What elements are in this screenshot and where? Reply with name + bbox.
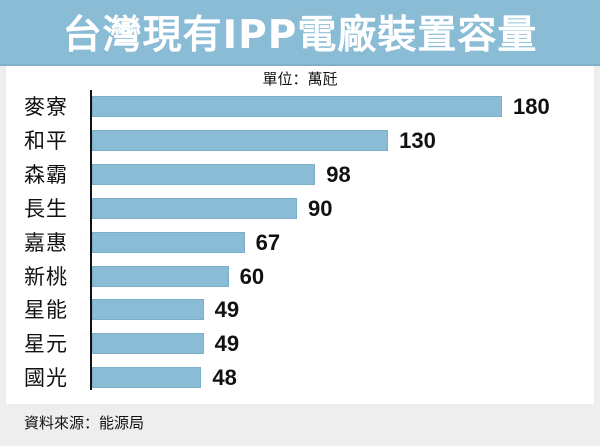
category-label: 和平	[24, 128, 68, 153]
value-label: 67	[255, 229, 281, 255]
category-label: 新桃	[24, 264, 68, 289]
bar-row: 星能 49	[0, 297, 600, 323]
bar	[92, 197, 297, 219]
bar-row: 星元 49	[0, 331, 600, 357]
category-label: 長生	[24, 196, 68, 221]
bar	[92, 299, 204, 321]
category-label: 嘉惠	[24, 230, 68, 255]
bar	[92, 129, 389, 151]
bar-row: 嘉惠 67	[0, 229, 600, 255]
category-label: 森霸	[24, 162, 68, 187]
category-label: 星能	[24, 298, 68, 323]
bar-row: 森霸 98	[0, 161, 600, 187]
bar-row: 新桃 60	[0, 263, 600, 289]
value-label: 98	[326, 161, 351, 187]
category-label: 星元	[24, 332, 68, 357]
bar	[92, 367, 202, 389]
source-note: 資料來源：能源局	[24, 414, 145, 432]
bar	[92, 163, 316, 185]
value-label: 48	[212, 365, 237, 391]
bar	[92, 96, 502, 117]
value-label: 49	[214, 297, 240, 323]
y-axis-line	[90, 90, 92, 390]
category-label: 麥寮	[24, 95, 68, 119]
unit-label: 單位：萬瓩	[262, 70, 338, 88]
bar-row: 長生 90	[0, 195, 600, 221]
bar-row: 和平 130	[0, 127, 600, 153]
value-label: 90	[308, 195, 333, 221]
bar-row: 國光 48	[0, 365, 600, 391]
bar	[92, 333, 204, 355]
category-label: 國光	[24, 366, 68, 391]
value-label: 49	[214, 331, 240, 357]
bar-row: 麥寮 180	[0, 94, 600, 119]
value-label: 130	[399, 127, 436, 153]
value-label: 180	[513, 94, 550, 119]
chart-title: 台灣現有IPP電廠裝置容量	[62, 13, 538, 58]
bar	[92, 265, 229, 287]
value-label: 60	[239, 263, 265, 289]
title-bar: 台灣現有IPP電廠裝置容量	[0, 0, 600, 66]
bar	[92, 231, 245, 253]
